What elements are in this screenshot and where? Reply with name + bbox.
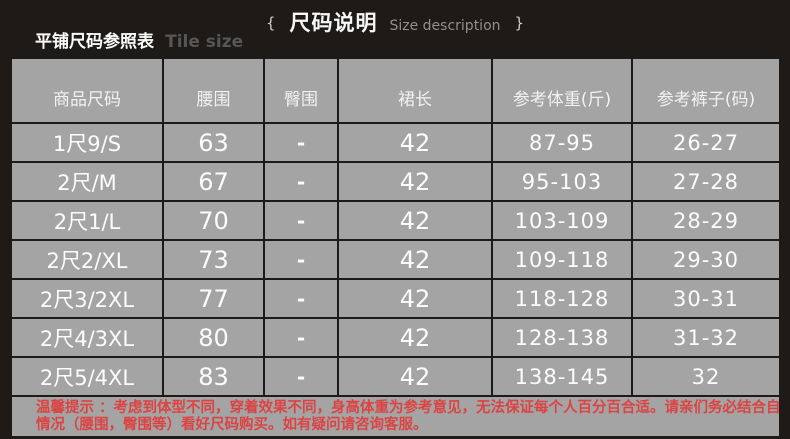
subtitle-zh: 平铺尺码参照表 <box>35 32 154 52</box>
column-header: 裙长 <box>337 57 493 124</box>
note-cell: 温馨提示 ：考虑到体型不同，穿着效果不同，身高体重为参考意见，无法保证每个人百分… <box>10 395 781 438</box>
table-cell: 2尺/M <box>10 161 164 202</box>
table-cell: 26-27 <box>631 122 781 163</box>
column-header: 参考裤子(码) <box>631 57 781 124</box>
table-cell: 103-109 <box>491 200 633 241</box>
table-cell: - <box>263 356 339 397</box>
table-row: 2尺5/4XL 83-42 138-145 32 <box>10 356 781 397</box>
table-cell: 32 <box>631 356 781 397</box>
table-cell: 42 <box>337 122 493 163</box>
column-header: 臀围 <box>263 57 339 124</box>
table-cell: 31-32 <box>631 317 781 358</box>
column-header: 商品尺码 <box>10 57 164 124</box>
table-cell: 83 <box>162 356 265 397</box>
table-cell: 118-128 <box>491 278 633 319</box>
table-row: 2尺4/3XL 80-42 128-138 31-32 <box>10 317 781 358</box>
size-table: 商品尺码 腰围 臀围 裙长 参考体重(斤) 参考裤子(码) 1尺9/S 63-42 87-95… <box>10 57 781 438</box>
brace-left: { <box>265 14 276 32</box>
table-cell: 2尺4/3XL <box>10 317 164 358</box>
table-cell: 138-145 <box>491 356 633 397</box>
subtitle-en: Tile size <box>165 32 244 52</box>
table-cell: - <box>263 161 339 202</box>
header-row: 商品尺码 腰围 臀围 裙长 参考体重(斤) 参考裤子(码) <box>10 57 781 124</box>
table-cell: 73 <box>162 239 265 280</box>
table-cell: 77 <box>162 278 265 319</box>
size-table-body: 1尺9/S 63-42 87-95 26-27 2尺/M 67-42 95-103 27-28… <box>10 122 781 397</box>
note-row: 温馨提示 ：考虑到体型不同，穿着效果不同，身高体重为参考意见，无法保证每个人百分… <box>10 395 781 438</box>
brace-right: } <box>514 14 525 32</box>
table-cell: 42 <box>337 200 493 241</box>
table-cell: 42 <box>337 239 493 280</box>
page-title: 尺码说明 <box>289 11 378 35</box>
table-cell: 2尺3/2XL <box>10 278 164 319</box>
table-cell: 67 <box>162 161 265 202</box>
page-title-en: Size description <box>389 18 501 34</box>
table-cell: - <box>263 239 339 280</box>
table-cell: - <box>263 200 339 241</box>
table-row: 2尺3/2XL 77-42 118-128 30-31 <box>10 278 781 319</box>
size-table-foot: 温馨提示 ：考虑到体型不同，穿着效果不同，身高体重为参考意见，无法保证每个人百分… <box>10 395 781 438</box>
size-table-head: 商品尺码 腰围 臀围 裙长 参考体重(斤) 参考裤子(码) <box>10 57 781 124</box>
table-cell: - <box>263 122 339 163</box>
table-cell: 87-95 <box>491 122 633 163</box>
table-row: 2尺2/XL 73-42 109-118 29-30 <box>10 239 781 280</box>
table-subtitle: 平铺尺码参照表 Tile size <box>35 27 243 52</box>
table-cell: 95-103 <box>491 161 633 202</box>
table-cell: 2尺1/L <box>10 200 164 241</box>
table-cell: 42 <box>337 161 493 202</box>
table-cell: 28-29 <box>631 200 781 241</box>
table-cell: 2尺2/XL <box>10 239 164 280</box>
table-cell: 128-138 <box>491 317 633 358</box>
column-header: 参考体重(斤) <box>491 57 633 124</box>
table-cell: 42 <box>337 356 493 397</box>
table-cell: 63 <box>162 122 265 163</box>
table-cell: 1尺9/S <box>10 122 164 163</box>
table-row: 2尺/M 67-42 95-103 27-28 <box>10 161 781 202</box>
table-cell: 27-28 <box>631 161 781 202</box>
table-cell: 2尺5/4XL <box>10 356 164 397</box>
note-line: 温馨提示 ：考虑到体型不同，穿着效果不同，身高体重为参考意见，无法保证每个人百分… <box>36 400 780 416</box>
table-cell: 80 <box>162 317 265 358</box>
column-header: 腰围 <box>162 57 265 124</box>
table-cell: 42 <box>337 278 493 319</box>
table-cell: 29-30 <box>631 239 781 280</box>
table-cell: 109-118 <box>491 239 633 280</box>
table-cell: - <box>263 317 339 358</box>
table-row: 1尺9/S 63-42 87-95 26-27 <box>10 122 781 163</box>
note-line: 情况（腰围，臀围等）看好尺码购买。如有疑问请咨询客服。 <box>36 416 428 433</box>
table-cell: 42 <box>337 317 493 358</box>
table-row: 2尺1/L 70-42 103-109 28-29 <box>10 200 781 241</box>
table-cell: - <box>263 278 339 319</box>
table-cell: 30-31 <box>631 278 781 319</box>
page-header: { 尺码说明 Size description} <box>0 0 790 37</box>
table-cell: 70 <box>162 200 265 241</box>
